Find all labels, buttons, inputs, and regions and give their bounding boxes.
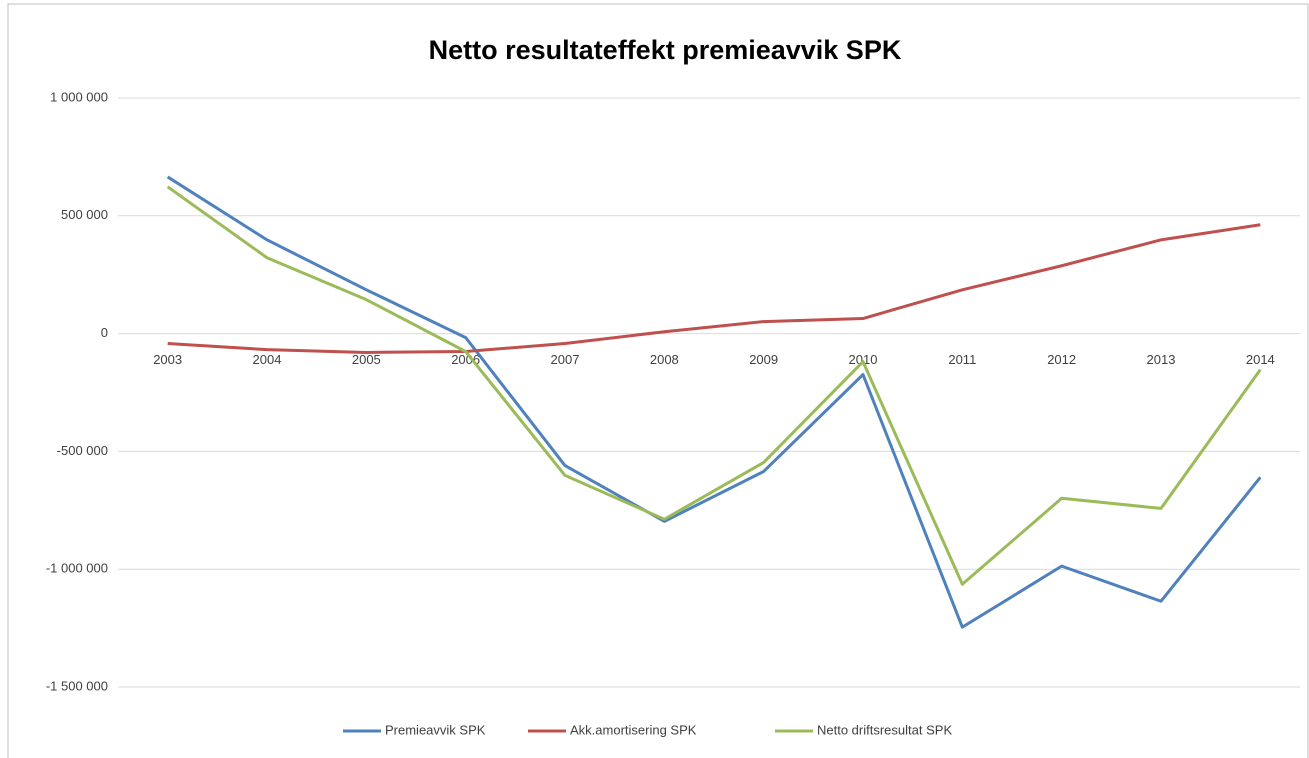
y-tick-label: 0 [101,325,108,340]
series-line [166,175,1262,629]
x-tick-label: 2006 [451,352,480,367]
legend-label: Premieavvik SPK [385,722,486,737]
chart-title: Netto resultateffekt premieavvik SPK [429,35,902,65]
series-line [167,223,1261,354]
legend-label: Akk.amortisering SPK [570,722,697,737]
y-tick-label: -1 000 000 [46,561,108,576]
chart-frame [7,3,1309,758]
series-line [166,185,1262,586]
y-tick-label: -500 000 [57,443,108,458]
x-tick-label: 2009 [749,352,778,367]
y-tick-label: 500 000 [61,207,108,222]
y-tick-label: 1 000 000 [50,89,108,104]
x-tick-label: 2012 [1047,352,1076,367]
x-tick-label: 2014 [1246,352,1275,367]
x-tick-label: 2010 [849,352,878,367]
x-tick-label: 2004 [253,352,282,367]
x-tick-label: 2007 [551,352,580,367]
x-tick-label: 2005 [352,352,381,367]
x-tick-label: 2013 [1147,352,1176,367]
y-tick-label: -1 500 000 [46,678,108,693]
x-tick-label: 2003 [153,352,182,367]
x-tick-label: 2011 [948,352,976,367]
legend-label: Netto driftsresultat SPK [817,722,952,737]
x-tick-label: 2008 [650,352,679,367]
